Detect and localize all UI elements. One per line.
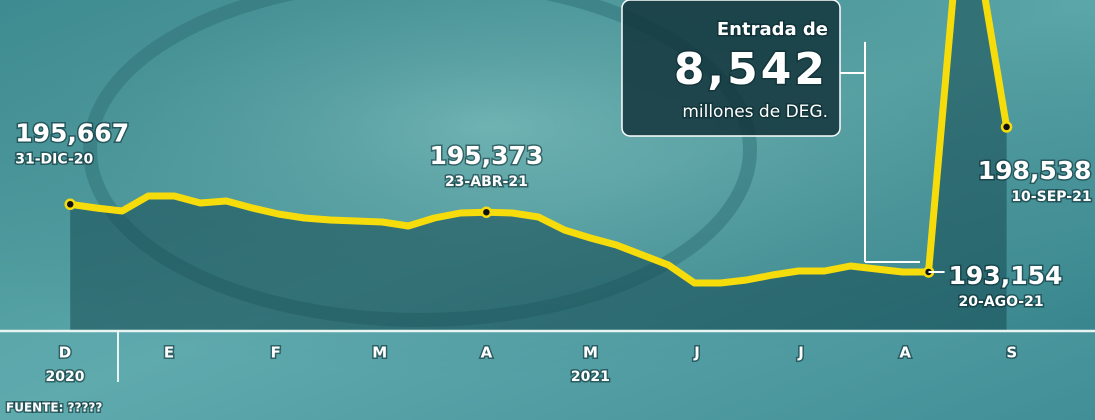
date-label: 23-ABR-21 [445,174,528,190]
value-label: 195,667 [15,118,129,147]
axis-band [0,332,1095,420]
callout-value: 8,542 [674,44,828,95]
x-tick-label: E [164,344,174,362]
source: FUENTE: ????? [6,401,102,415]
callout-title: Entrada de [717,19,828,40]
x-tick-label: M [583,344,598,362]
date-label: 31-DIC-20 [15,151,93,167]
date-label: 10-SEP-21 [1011,189,1091,205]
point [480,206,493,218]
line [69,0,1011,287]
value-label: 198,538 [978,156,1092,185]
line-area [70,0,1007,330]
year-label: 2020 [46,369,85,385]
point [64,198,76,211]
x-tick-label: A [481,344,493,362]
year-label: 2021 [571,369,610,385]
date-label: 20-AGO-21 [959,294,1044,310]
point [1000,121,1013,133]
x-tick-label: J [693,344,700,362]
callout-bracket [864,41,920,263]
x-tick-label: S [1006,344,1017,362]
callout-box [621,0,841,137]
value-label: 195,373 [429,141,543,170]
x-tick-label: F [271,344,281,362]
x-tick-label: A [899,344,911,362]
x-tick-label: M [372,344,387,362]
value-label: 193,154 [949,261,1063,290]
callout-unit: millones de DEG. [682,102,828,122]
plot [69,0,1011,330]
x-tick-label: D [59,344,71,362]
x-tick-label: J [797,344,804,362]
